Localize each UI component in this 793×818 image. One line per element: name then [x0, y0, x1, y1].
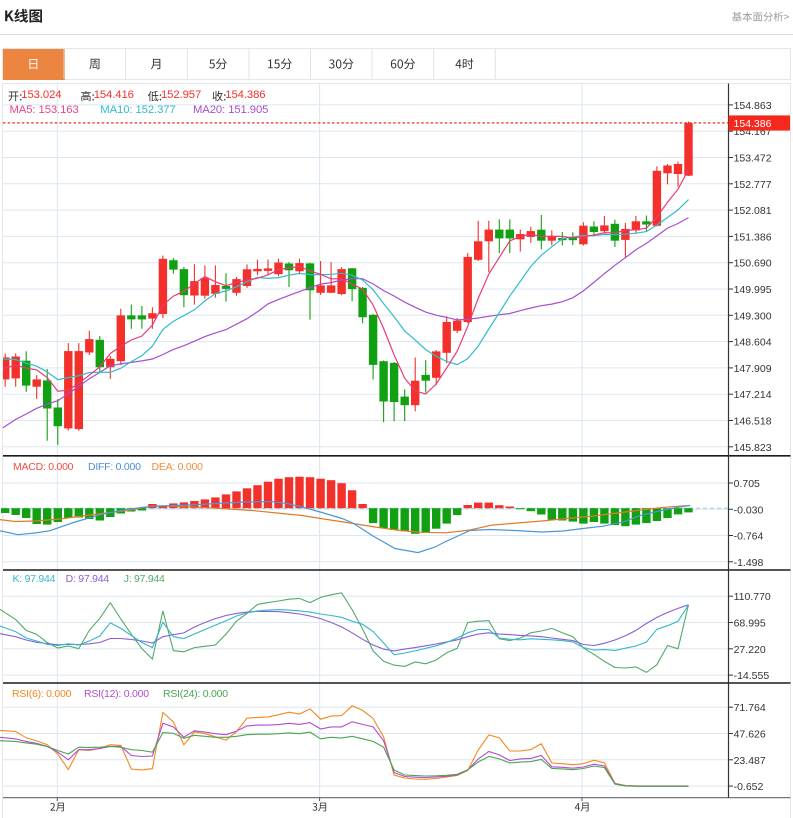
svg-text:-1.498: -1.498	[734, 557, 764, 569]
svg-text:27.220: 27.220	[734, 644, 766, 656]
svg-text:152.777: 152.777	[734, 179, 772, 191]
svg-text:149.995: 149.995	[734, 284, 772, 296]
svg-text:153.472: 153.472	[734, 153, 772, 165]
svg-text:147.909: 147.909	[734, 363, 772, 375]
svg-text:154.863: 154.863	[734, 100, 772, 112]
svg-text:0.705: 0.705	[734, 478, 760, 490]
svg-text:68.995: 68.995	[734, 618, 766, 630]
svg-text:-0.030: -0.030	[734, 504, 764, 516]
svg-text:150.690: 150.690	[734, 258, 772, 270]
svg-text:154.386: 154.386	[734, 118, 772, 130]
svg-text:152.081: 152.081	[734, 205, 772, 217]
svg-text:148.604: 148.604	[734, 337, 772, 349]
svg-text:47.626: 47.626	[734, 729, 766, 741]
svg-text:149.300: 149.300	[734, 310, 772, 322]
svg-text:-0.764: -0.764	[734, 531, 764, 543]
svg-text:151.386: 151.386	[734, 231, 772, 243]
svg-text:-14.555: -14.555	[734, 670, 770, 682]
svg-text:145.823: 145.823	[734, 442, 772, 454]
svg-text:147.214: 147.214	[734, 389, 772, 401]
svg-text:23.487: 23.487	[734, 755, 766, 767]
svg-text:110.770: 110.770	[734, 591, 771, 603]
svg-text:146.518: 146.518	[734, 416, 772, 428]
svg-text:71.764: 71.764	[734, 702, 766, 714]
svg-text:-0.652: -0.652	[734, 781, 764, 793]
